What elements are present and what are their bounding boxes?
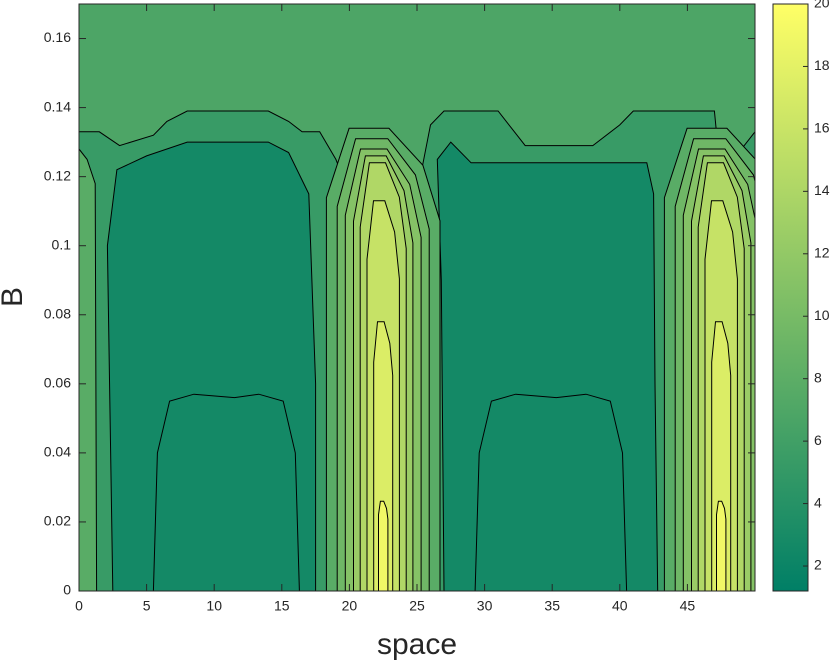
x-tick-label: 20 bbox=[342, 598, 358, 614]
contour-region bbox=[716, 500, 727, 591]
colorbar-tick-label: 12 bbox=[814, 244, 830, 260]
y-tick-label: 0.08 bbox=[44, 305, 71, 321]
x-tick-label: 35 bbox=[544, 598, 560, 614]
y-tick-label: 0.14 bbox=[44, 98, 71, 114]
colorbar-tick-label: 10 bbox=[814, 307, 830, 323]
x-tick-label: 30 bbox=[477, 598, 493, 614]
colorbar-tick-label: 2 bbox=[814, 557, 822, 573]
y-tick-label: 0.12 bbox=[44, 167, 71, 183]
x-tick-label: 0 bbox=[75, 598, 83, 614]
x-tick-label: 10 bbox=[206, 598, 222, 614]
contour-field bbox=[79, 4, 755, 591]
x-tick-label: 5 bbox=[143, 598, 151, 614]
y-tick-label: 0.06 bbox=[44, 375, 71, 391]
y-tick-label: 0.1 bbox=[52, 236, 72, 252]
y-tick-label: 0.02 bbox=[44, 513, 71, 529]
colorbar bbox=[772, 3, 809, 592]
contour-region bbox=[79, 148, 98, 591]
contour-region bbox=[152, 393, 300, 591]
x-axis-label: space bbox=[377, 628, 457, 661]
colorbar-tick-label: 4 bbox=[814, 494, 822, 510]
contour-region bbox=[474, 393, 628, 591]
colorbar-tick-label: 20 bbox=[814, 0, 830, 11]
colorbar-tick-label: 6 bbox=[814, 432, 822, 448]
x-tick-label: 40 bbox=[612, 598, 628, 614]
y-axis-label: B bbox=[0, 287, 29, 307]
contour-region bbox=[378, 500, 389, 591]
x-tick-label: 25 bbox=[409, 598, 425, 614]
colorbar-tick-label: 18 bbox=[814, 57, 830, 73]
y-tick-label: 0.16 bbox=[44, 29, 71, 45]
colorbar-tick-label: 16 bbox=[814, 120, 830, 136]
x-tick-label: 15 bbox=[274, 598, 290, 614]
colorbar-tick-label: 14 bbox=[814, 182, 830, 198]
colorbar-tick-label: 8 bbox=[814, 369, 822, 385]
x-tick-label: 45 bbox=[680, 598, 696, 614]
y-tick-label: 0.04 bbox=[44, 444, 71, 460]
y-tick-label: 0 bbox=[63, 582, 71, 598]
